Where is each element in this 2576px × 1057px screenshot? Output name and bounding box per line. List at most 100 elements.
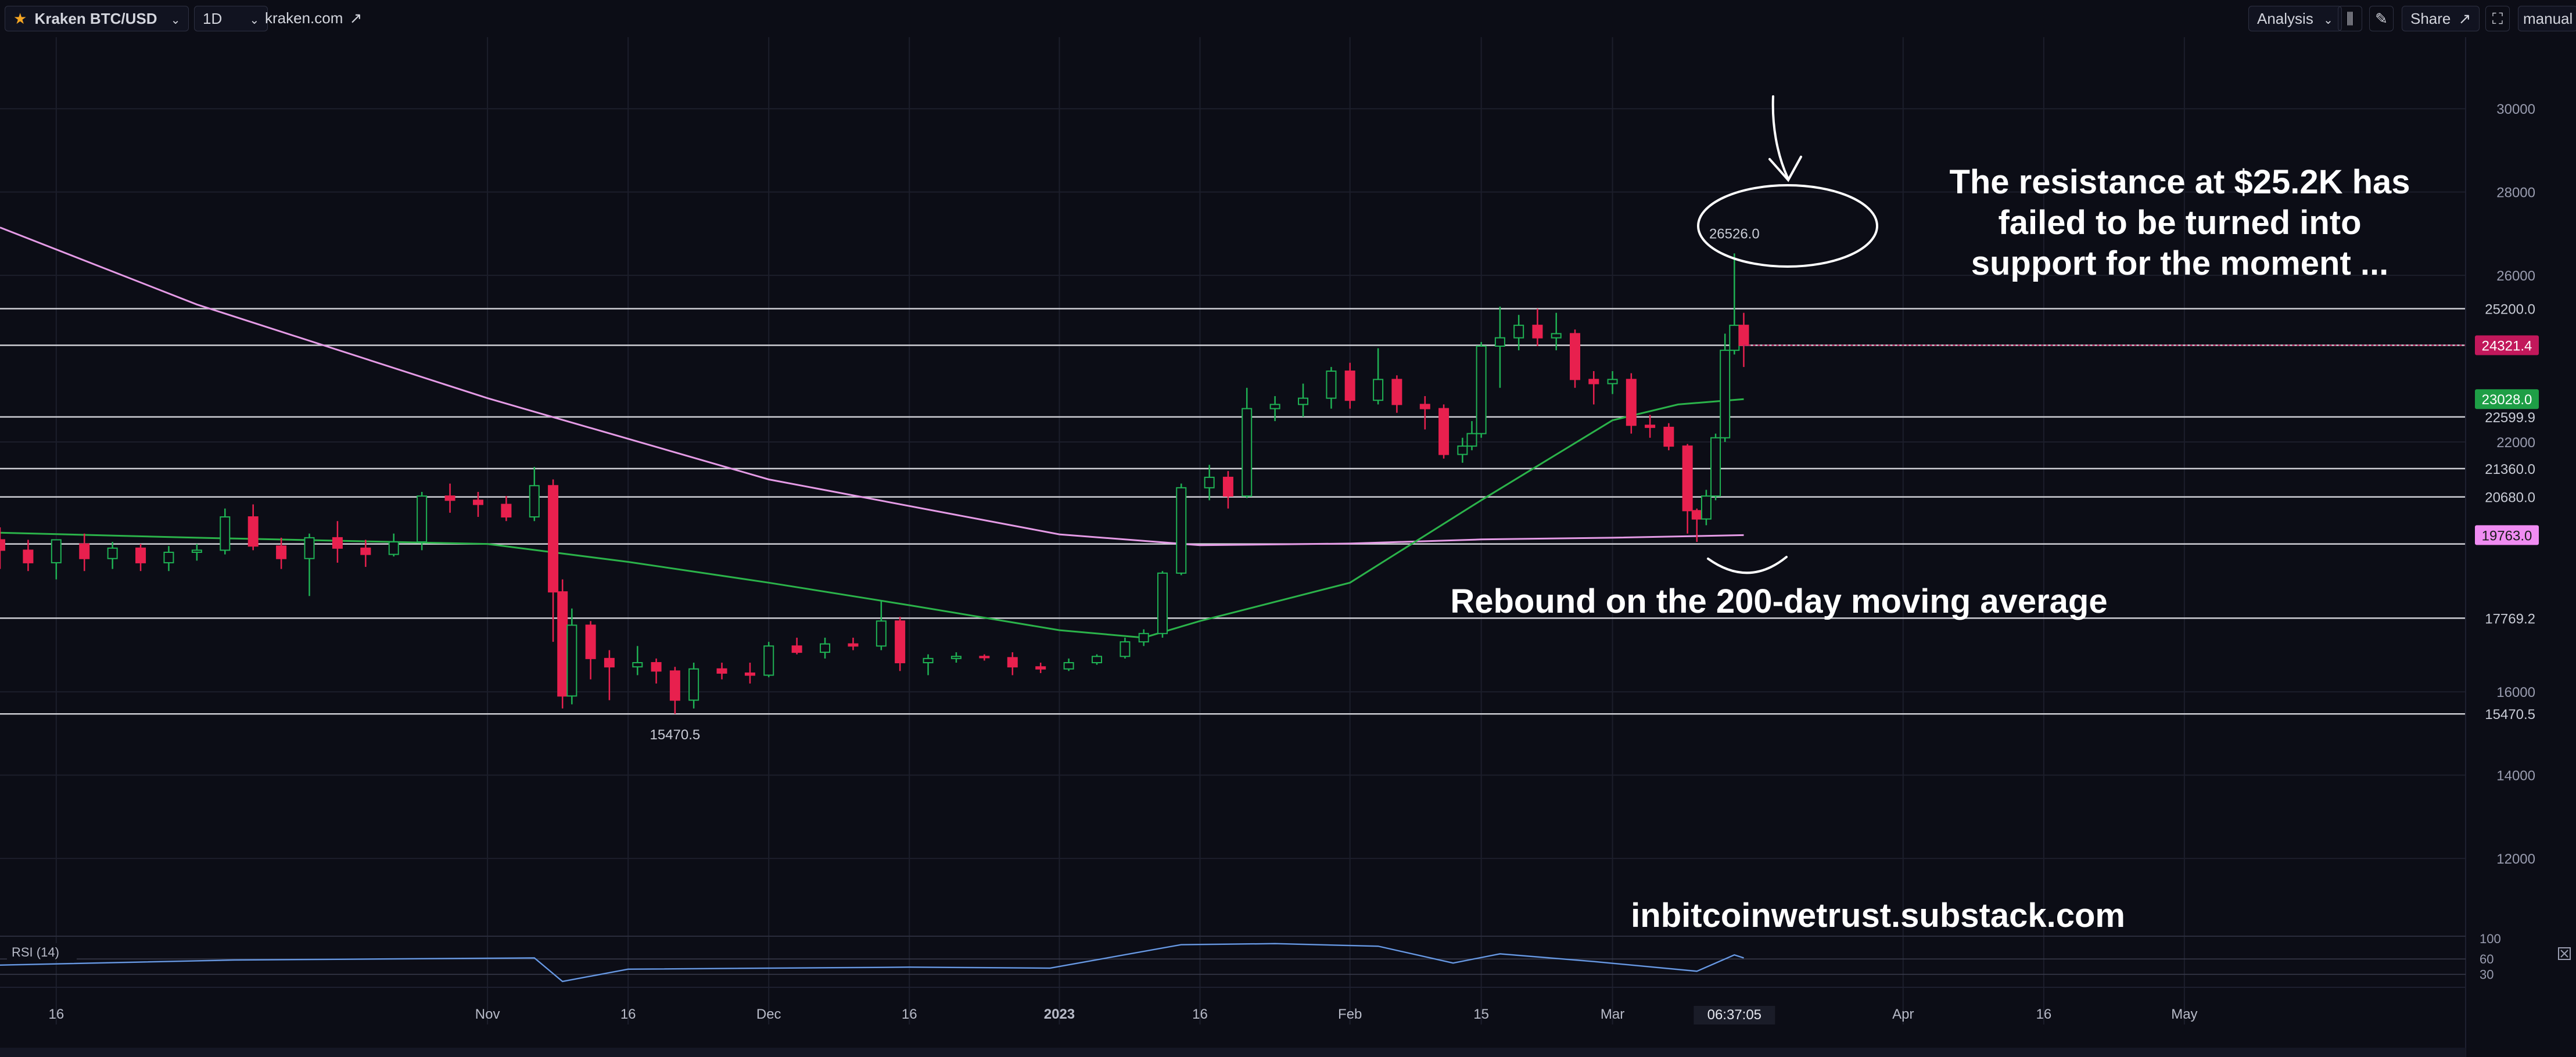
- symbol-selector[interactable]: ★ Kraken BTC/USD ⌄: [5, 6, 189, 31]
- fullscreen-button[interactable]: ⛶: [2485, 6, 2510, 31]
- candle-body[interactable]: [163, 551, 174, 563]
- candle-body[interactable]: [1729, 325, 1740, 351]
- candle-body[interactable]: [895, 620, 906, 664]
- candle-body[interactable]: [1513, 325, 1524, 339]
- candle-body[interactable]: [1035, 666, 1046, 670]
- indicator-settings-button[interactable]: ⫼: [2338, 6, 2362, 31]
- candle-body[interactable]: [417, 495, 428, 543]
- analysis-button[interactable]: Analysis ⌄: [2248, 6, 2342, 31]
- interval-selector[interactable]: 1D ⌄: [194, 6, 268, 31]
- candle-body[interactable]: [529, 485, 540, 518]
- candle-body[interactable]: [360, 547, 371, 555]
- time-tick-label: 16: [1192, 1006, 1208, 1022]
- candle-body[interactable]: [1007, 657, 1018, 668]
- candle-body[interactable]: [604, 657, 615, 668]
- candle-body[interactable]: [304, 537, 315, 559]
- candle-body[interactable]: [1373, 379, 1384, 401]
- rsi-line: [0, 943, 1744, 983]
- candle-body[interactable]: [191, 549, 202, 553]
- candle-body[interactable]: [1176, 487, 1187, 574]
- draw-tool-button[interactable]: ✎: [2369, 6, 2394, 31]
- candle-body[interactable]: [501, 504, 512, 518]
- ma50-line: [0, 398, 1744, 639]
- candle-body[interactable]: [1682, 445, 1693, 512]
- candle-body[interactable]: [669, 670, 680, 701]
- candle-body[interactable]: [1710, 437, 1721, 497]
- candle-body[interactable]: [1120, 641, 1131, 657]
- candle-body[interactable]: [1092, 656, 1103, 664]
- time-scrollbar[interactable]: [0, 1048, 2466, 1057]
- resistance-note-line-1: The resistance at $25.2K has: [1949, 163, 2410, 201]
- candle-body[interactable]: [1720, 350, 1731, 438]
- share-button[interactable]: Share ↗: [2402, 6, 2480, 31]
- candle-body[interactable]: [1242, 408, 1253, 497]
- candle-body[interactable]: [388, 541, 399, 555]
- price-badge: [2475, 525, 2539, 545]
- candle-body[interactable]: [1494, 337, 1505, 347]
- price-tick-label: 16000: [2496, 685, 2535, 700]
- candle-body[interactable]: [979, 656, 990, 659]
- scale-mode-button[interactable]: manual: [2518, 6, 2576, 31]
- candle-body[interactable]: [444, 495, 455, 501]
- candle-body[interactable]: [651, 662, 662, 672]
- candle-body[interactable]: [1157, 572, 1168, 634]
- candle-body[interactable]: [848, 643, 859, 647]
- candle-body[interactable]: [1663, 426, 1674, 447]
- source-link[interactable]: kraken.com ↗: [265, 6, 362, 30]
- candle-body[interactable]: [472, 499, 483, 505]
- candle-body[interactable]: [1466, 433, 1477, 447]
- candle-body[interactable]: [923, 657, 934, 664]
- candle-body[interactable]: [1738, 325, 1749, 346]
- candle-body[interactable]: [1391, 379, 1402, 405]
- candle-body[interactable]: [1532, 325, 1543, 339]
- candle-body[interactable]: [1419, 404, 1430, 409]
- candle-body[interactable]: [688, 668, 699, 701]
- candle-body[interactable]: [1588, 379, 1599, 384]
- candle-body[interactable]: [1626, 379, 1637, 426]
- candle-body[interactable]: [1476, 346, 1487, 434]
- candle-body[interactable]: [1457, 445, 1468, 455]
- candle-body[interactable]: [1222, 476, 1233, 497]
- candle-body[interactable]: [276, 545, 287, 559]
- external-link-icon: ↗: [349, 9, 363, 27]
- candle-body[interactable]: [135, 547, 146, 563]
- candle-body[interactable]: [1138, 632, 1149, 643]
- candle-body[interactable]: [1607, 379, 1618, 384]
- candle-body[interactable]: [1551, 333, 1562, 339]
- candle-body[interactable]: [1691, 510, 1702, 520]
- candle-body[interactable]: [791, 645, 802, 653]
- candle-body[interactable]: [0, 539, 5, 551]
- candle-body[interactable]: [876, 620, 887, 647]
- candle-body[interactable]: [1344, 371, 1355, 401]
- candle-body[interactable]: [566, 624, 577, 697]
- candle-body[interactable]: [1326, 371, 1337, 399]
- candle-body[interactable]: [585, 624, 596, 659]
- candle-body[interactable]: [557, 591, 568, 697]
- candle-body[interactable]: [332, 537, 343, 549]
- candle-body[interactable]: [1700, 495, 1712, 520]
- candle-body[interactable]: [820, 643, 831, 653]
- candle-body[interactable]: [220, 516, 231, 551]
- candle-body[interactable]: [107, 547, 118, 559]
- candle-body[interactable]: [1269, 404, 1280, 409]
- crosshair-time-box: [1694, 1006, 1775, 1024]
- candle-body[interactable]: [23, 549, 34, 563]
- candle-body[interactable]: [79, 543, 90, 559]
- candle-body[interactable]: [716, 668, 727, 674]
- candle-body[interactable]: [247, 516, 259, 547]
- candle-body[interactable]: [1438, 408, 1450, 455]
- candle-body[interactable]: [744, 672, 755, 676]
- candle-body[interactable]: [1569, 333, 1580, 380]
- candle-body[interactable]: [632, 662, 643, 668]
- candle-body[interactable]: [548, 485, 559, 593]
- candle-body[interactable]: [1298, 397, 1309, 405]
- rsi-label-box[interactable]: [7, 943, 77, 961]
- candle-body[interactable]: [1645, 425, 1656, 428]
- price-chart[interactable]: 30000 28000 26000 22000 16000 14000 12000 25200…: [0, 37, 2576, 1057]
- candle-body[interactable]: [1063, 662, 1074, 670]
- candle-body[interactable]: [1204, 476, 1215, 488]
- candle-body[interactable]: [950, 656, 961, 659]
- candle-body[interactable]: [763, 645, 774, 676]
- rsi-close-icon[interactable]: [2558, 947, 2571, 960]
- candle-body[interactable]: [51, 539, 62, 563]
